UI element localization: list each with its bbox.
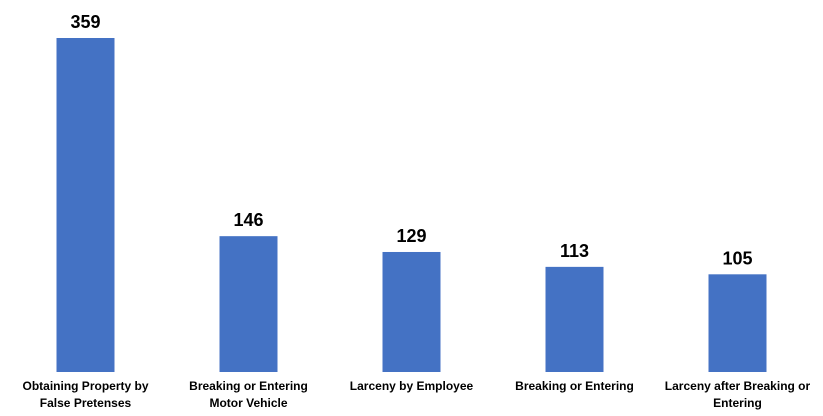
x-tick-label: Breaking or Entering Motor Vehicle bbox=[189, 379, 308, 410]
bar bbox=[545, 266, 604, 372]
data-label: 359 bbox=[70, 12, 100, 32]
data-label: 105 bbox=[722, 248, 752, 268]
bar bbox=[708, 274, 767, 372]
bar bbox=[56, 38, 115, 372]
bar bbox=[382, 251, 441, 372]
bar bbox=[219, 236, 278, 372]
x-tick-label: Breaking or Entering bbox=[515, 379, 634, 393]
x-tick-label: Obtaining Property by False Pretenses bbox=[22, 379, 149, 410]
data-label: 146 bbox=[233, 210, 263, 230]
data-label: 113 bbox=[560, 241, 589, 261]
x-tick-label: Larceny after Breaking or Entering bbox=[664, 379, 811, 410]
x-tick-label: Larceny by Employee bbox=[349, 379, 474, 393]
data-label: 129 bbox=[396, 226, 426, 246]
